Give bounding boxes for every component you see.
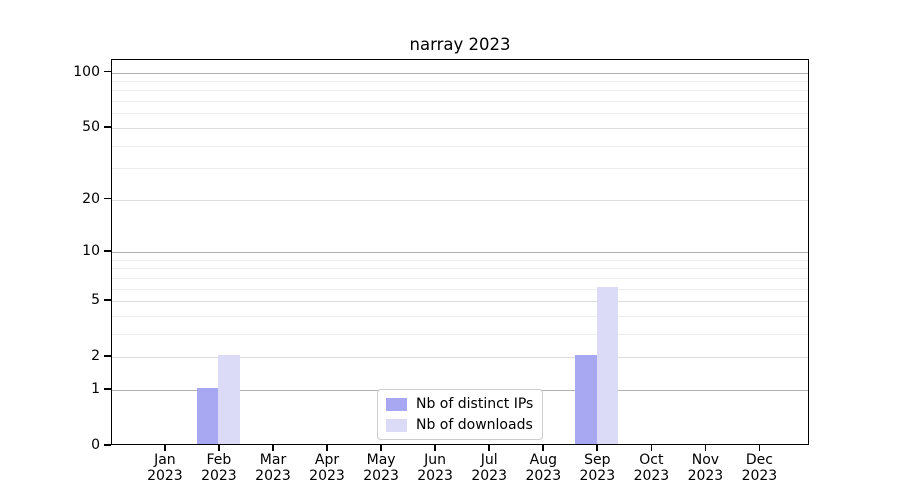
- major-gridline: [112, 199, 808, 201]
- y-tick-mark: [104, 197, 111, 200]
- y-tick-label: 50: [82, 118, 100, 135]
- x-tick-mark: [326, 445, 328, 451]
- major-gridline: [112, 72, 808, 74]
- x-tick-mark: [704, 445, 707, 451]
- minor-gridline: [112, 288, 808, 290]
- major-gridline: [112, 301, 808, 302]
- y-tick-label: 20: [82, 190, 100, 207]
- legend-swatch-downloads: [386, 418, 407, 432]
- plot-area: Nb of distinct IPs Nb of downloads: [111, 59, 809, 445]
- bar-sep-distinct-ips: [575, 355, 597, 444]
- y-tick-mark: [104, 299, 111, 301]
- legend-swatch-distinct-ips: [386, 397, 407, 411]
- x-tick-mark: [488, 445, 490, 451]
- x-tick-label: Dec 2023: [741, 452, 778, 484]
- minor-gridline: [112, 333, 808, 335]
- y-tick-label: 1: [91, 380, 100, 397]
- chart-title: narray 2023: [409, 35, 511, 54]
- legend-item-downloads: Nb of downloads: [386, 417, 533, 433]
- minor-gridline: [112, 315, 808, 317]
- bar-feb-distinct-ips: [196, 387, 219, 444]
- legend-label-distinct-ips: Nb of distinct IPs: [416, 396, 534, 412]
- minor-gridline: [112, 259, 808, 261]
- y-tick-mark: [104, 444, 111, 446]
- legend: Nb of distinct IPs Nb of downloads: [377, 389, 544, 440]
- major-gridline: [112, 252, 808, 253]
- x-tick-mark: [218, 445, 220, 451]
- x-tick-mark: [164, 445, 166, 451]
- y-tick-mark: [104, 355, 111, 357]
- x-tick-label: Jan 2023: [147, 452, 183, 484]
- y-tick-mark: [104, 126, 111, 128]
- y-tick-mark: [104, 70, 111, 73]
- legend-label-downloads: Nb of downloads: [416, 417, 533, 433]
- x-tick-mark: [272, 445, 274, 451]
- x-tick-mark: [434, 445, 436, 451]
- x-tick-label: Apr 2023: [309, 452, 345, 484]
- minor-gridline: [112, 268, 808, 270]
- x-tick-label: May 2023: [363, 452, 399, 484]
- y-tick-label: 0: [91, 437, 100, 453]
- x-tick-label: Mar 2023: [255, 452, 291, 484]
- x-tick-label: Jun 2023: [417, 452, 453, 484]
- x-tick-label: Aug 2023: [525, 452, 562, 484]
- minor-gridline: [112, 81, 808, 82]
- x-tick-mark: [596, 445, 599, 451]
- minor-gridline: [112, 101, 808, 103]
- x-tick-label: Jul 2023: [471, 452, 507, 484]
- minor-gridline: [112, 113, 808, 115]
- bar-feb-downloads: [218, 355, 240, 444]
- legend-item-distinct-ips: Nb of distinct IPs: [386, 396, 533, 412]
- x-tick-label: Sep 2023: [579, 452, 616, 484]
- minor-gridline: [112, 168, 808, 170]
- minor-gridline: [112, 277, 808, 279]
- y-tick-label: 100: [73, 63, 100, 80]
- x-tick-mark: [542, 445, 545, 451]
- minor-gridline: [112, 90, 808, 92]
- bar-sep-downloads: [596, 286, 619, 444]
- x-tick-mark: [650, 445, 653, 451]
- x-tick-label: Nov 2023: [687, 452, 724, 484]
- major-gridline: [112, 357, 808, 359]
- x-tick-mark: [380, 445, 382, 451]
- y-tick-label: 2: [91, 348, 100, 365]
- major-gridline: [112, 127, 808, 129]
- minor-gridline: [112, 145, 808, 147]
- x-tick-mark: [758, 445, 761, 451]
- x-tick-label: Oct 2023: [633, 452, 670, 484]
- y-tick-mark: [104, 388, 111, 390]
- y-tick-label: 10: [82, 243, 100, 259]
- y-tick-label: 5: [91, 292, 100, 308]
- x-tick-label: Feb 2023: [201, 452, 237, 484]
- y-tick-mark: [104, 250, 111, 252]
